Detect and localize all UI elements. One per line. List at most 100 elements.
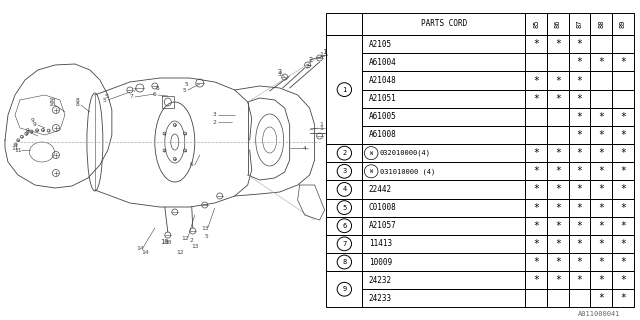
Text: *: *	[577, 257, 582, 267]
Text: A61005: A61005	[369, 112, 396, 121]
Text: 9: 9	[33, 123, 37, 127]
Text: 4: 4	[303, 146, 307, 150]
Text: *: *	[598, 148, 604, 158]
Text: *: *	[598, 166, 604, 176]
Bar	[547, 12, 569, 35]
Bar	[590, 126, 612, 144]
Bar	[612, 289, 634, 308]
Text: *: *	[577, 148, 582, 158]
Bar	[525, 108, 547, 126]
Bar	[569, 162, 590, 180]
Bar	[612, 53, 634, 71]
Bar	[569, 180, 590, 198]
Bar	[362, 90, 525, 108]
Text: 9: 9	[31, 117, 35, 123]
Text: 14: 14	[136, 245, 143, 251]
Bar	[362, 289, 525, 308]
Bar	[612, 12, 634, 35]
Text: 24233: 24233	[369, 294, 392, 303]
Bar	[590, 271, 612, 289]
Text: 8: 8	[342, 259, 346, 265]
Text: 86: 86	[555, 20, 561, 28]
Bar	[547, 198, 569, 217]
Text: 5: 5	[105, 93, 109, 99]
Text: 3: 3	[213, 113, 216, 117]
Text: *: *	[598, 275, 604, 285]
Text: *: *	[620, 112, 626, 122]
Bar	[612, 253, 634, 271]
Bar	[525, 53, 547, 71]
Text: *: *	[577, 94, 582, 104]
Text: 10: 10	[161, 239, 169, 245]
Text: *: *	[555, 148, 561, 158]
Text: PARTS CORD: PARTS CORD	[421, 20, 467, 28]
Text: 2: 2	[190, 237, 194, 243]
Text: 10: 10	[48, 98, 56, 102]
Bar	[590, 53, 612, 71]
Bar	[326, 12, 362, 35]
Text: *: *	[620, 275, 626, 285]
Text: 85: 85	[533, 20, 540, 28]
Bar	[547, 90, 569, 108]
Bar	[547, 235, 569, 253]
Text: *: *	[620, 57, 626, 68]
Text: *: *	[577, 275, 582, 285]
Text: 5: 5	[185, 83, 189, 87]
Bar	[569, 12, 590, 35]
Bar	[590, 90, 612, 108]
Text: *: *	[555, 76, 561, 85]
Bar	[612, 162, 634, 180]
Text: *: *	[620, 184, 626, 195]
Text: 2: 2	[306, 63, 310, 68]
Text: 12: 12	[181, 236, 189, 241]
Bar	[569, 235, 590, 253]
Bar	[525, 235, 547, 253]
Text: *: *	[555, 203, 561, 212]
Bar	[612, 126, 634, 144]
Bar	[590, 253, 612, 271]
Bar	[590, 162, 612, 180]
Bar	[547, 180, 569, 198]
Text: 2: 2	[213, 119, 216, 124]
Text: *: *	[598, 130, 604, 140]
Bar	[590, 144, 612, 162]
Text: A21051: A21051	[369, 94, 396, 103]
Text: *: *	[533, 184, 540, 195]
Text: 10: 10	[48, 102, 56, 108]
Text: 22442: 22442	[369, 185, 392, 194]
Text: *: *	[598, 221, 604, 231]
Text: 3: 3	[278, 73, 282, 77]
Text: A2105: A2105	[369, 40, 392, 49]
Text: *: *	[577, 221, 582, 231]
Text: W: W	[370, 151, 372, 156]
Text: 1: 1	[342, 87, 346, 92]
Text: *: *	[620, 166, 626, 176]
Bar	[362, 217, 525, 235]
Text: 9: 9	[342, 286, 346, 292]
Bar	[590, 35, 612, 53]
Bar	[590, 198, 612, 217]
Bar	[362, 71, 525, 90]
Bar	[612, 198, 634, 217]
Bar	[569, 144, 590, 162]
Text: 7: 7	[130, 94, 134, 100]
Text: 24232: 24232	[369, 276, 392, 285]
Bar	[590, 71, 612, 90]
Bar	[525, 198, 547, 217]
Text: *: *	[577, 39, 582, 49]
Bar	[569, 217, 590, 235]
Text: 2: 2	[342, 150, 346, 156]
Text: 5: 5	[205, 235, 209, 239]
Bar	[547, 126, 569, 144]
Bar	[569, 253, 590, 271]
Text: 89: 89	[620, 20, 626, 28]
Text: *: *	[577, 203, 582, 212]
Text: *: *	[620, 148, 626, 158]
Text: C01008: C01008	[369, 203, 396, 212]
Text: *: *	[533, 76, 540, 85]
Text: 5: 5	[103, 98, 107, 102]
Text: 6: 6	[190, 163, 194, 167]
Text: 5: 5	[342, 204, 346, 211]
Text: 3: 3	[342, 168, 346, 174]
Text: 6: 6	[156, 86, 160, 92]
